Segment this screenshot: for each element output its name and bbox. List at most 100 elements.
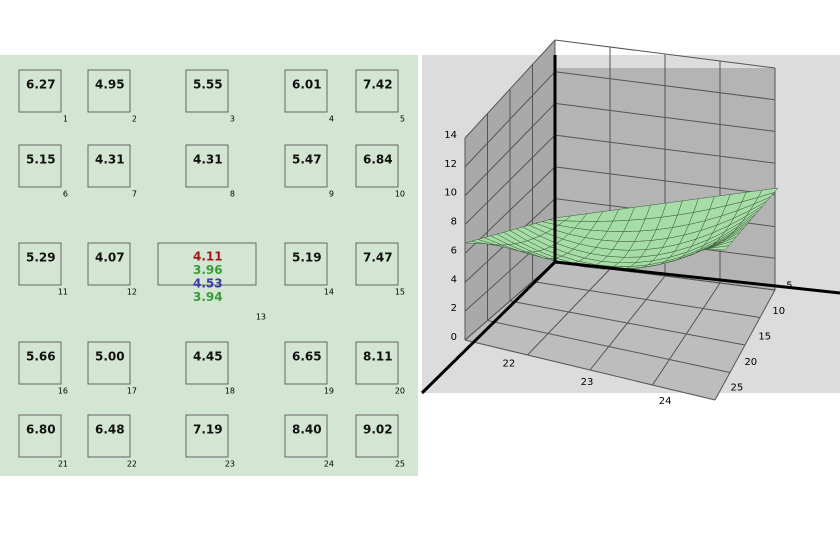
y-tick-label: 20 — [744, 357, 757, 368]
floor-grid — [652, 282, 721, 386]
cell-index: 10 — [395, 190, 405, 199]
cell-value: 5.47 — [292, 153, 322, 167]
cell-index: 13 — [256, 313, 266, 322]
cell-box — [87, 144, 131, 188]
cell-value: 9.02 — [363, 423, 393, 437]
z-tick-label: 8 — [451, 217, 457, 228]
cell-index: 12 — [127, 288, 137, 297]
z-tick-label: 14 — [444, 130, 457, 141]
cell-box — [87, 69, 131, 113]
cell-value: 6.80 — [26, 423, 56, 437]
cell-index: 1 — [63, 115, 68, 124]
cell-index: 19 — [324, 387, 334, 396]
x-tick-label: 23 — [581, 377, 594, 388]
cell-index: 17 — [127, 387, 137, 396]
cell-value: 4.31 — [95, 153, 125, 167]
cell-box — [355, 69, 399, 113]
cell-box — [18, 69, 62, 113]
cell-box — [18, 144, 62, 188]
cell-index: 14 — [324, 288, 334, 297]
cell-index: 6 — [63, 190, 68, 199]
cell-box — [185, 414, 229, 458]
cell-box — [284, 144, 328, 188]
x-tick-label: 22 — [503, 358, 516, 369]
z-tick-label: 6 — [451, 245, 457, 256]
cell-box — [355, 242, 399, 286]
z-tick-label: 2 — [451, 303, 457, 314]
axis-line — [554, 260, 840, 295]
cell-index: 9 — [329, 190, 334, 199]
floor-grid — [589, 275, 666, 371]
cell-value: 4.31 — [193, 153, 223, 167]
cell-index: 25 — [395, 460, 405, 469]
z-tick-label: 4 — [451, 274, 457, 285]
y-tick-label: 5 — [786, 280, 792, 291]
cell-index: 2 — [132, 115, 137, 124]
cell-box — [355, 341, 399, 385]
cell-value: 6.27 — [26, 78, 56, 92]
z-tick-label: 0 — [451, 332, 457, 343]
cell-value: 5.00 — [95, 350, 125, 364]
cell-box — [18, 242, 62, 286]
x-tick-label: 24 — [659, 396, 672, 407]
grid-cells: 6.27 1 4.95 2 5.55 3 6.01 4 7.42 5 5.15 6 4.31 7 4.31 8… — [18, 69, 405, 469]
cell-box — [185, 341, 229, 385]
cell-value: 6.01 — [292, 78, 322, 92]
cell-index: 22 — [127, 460, 137, 469]
cell-value: 4.07 — [95, 251, 125, 265]
cell-index: 8 — [230, 190, 235, 199]
cell-value: 7.42 — [363, 78, 393, 92]
cell-value: 5.29 — [26, 251, 56, 265]
cell-index: 18 — [225, 387, 235, 396]
cell-index: 4 — [329, 115, 334, 124]
cell-value: 5.55 — [193, 78, 223, 92]
z-tick-label: 10 — [444, 188, 457, 199]
cell-box — [87, 242, 131, 286]
cell-box — [355, 414, 399, 458]
cell-box — [284, 341, 328, 385]
cell-index: 16 — [58, 387, 68, 396]
cell-index: 15 — [395, 288, 405, 297]
cell-index: 11 — [58, 288, 68, 297]
cell-index: 3 — [230, 115, 235, 124]
z-tick-label: 12 — [444, 159, 457, 170]
cell-index: 5 — [400, 115, 405, 124]
cell-box — [157, 242, 257, 286]
cell-index: 20 — [395, 387, 405, 396]
cell-value: 3.94 — [193, 290, 223, 304]
surface-cell — [757, 187, 779, 198]
cell-box — [284, 242, 328, 286]
cell-value: 6.84 — [363, 153, 393, 167]
cell-value: 8.11 — [363, 350, 393, 364]
floor-grid — [532, 281, 761, 318]
cell-value: 5.15 — [26, 153, 56, 167]
grid-panel — [0, 55, 418, 476]
cell-index: 24 — [324, 460, 334, 469]
cell-box — [185, 144, 229, 188]
cell-index: 7 — [132, 190, 137, 199]
cell-box — [284, 69, 328, 113]
cell-value: 5.66 — [26, 350, 56, 364]
y-tick-label: 25 — [730, 383, 743, 394]
cell-box — [18, 414, 62, 458]
cell-box — [284, 414, 328, 458]
cell-value: 8.40 — [292, 423, 322, 437]
cell-index: 21 — [58, 460, 68, 469]
cell-value: 6.65 — [292, 350, 322, 364]
cell-value: 4.45 — [193, 350, 223, 364]
cell-value: 5.19 — [292, 251, 322, 265]
cell-value: 4.95 — [95, 78, 125, 92]
y-tick-label: 15 — [758, 331, 771, 342]
axis-line — [420, 260, 557, 395]
cell-value: 7.19 — [193, 423, 223, 437]
cell-box — [18, 341, 62, 385]
cell-box — [355, 144, 399, 188]
cell-box — [87, 414, 131, 458]
floor-grid — [714, 289, 776, 401]
cell-value: 4.53 — [193, 277, 223, 291]
cell-box — [87, 341, 131, 385]
cell-value: 4.11 — [193, 250, 223, 264]
